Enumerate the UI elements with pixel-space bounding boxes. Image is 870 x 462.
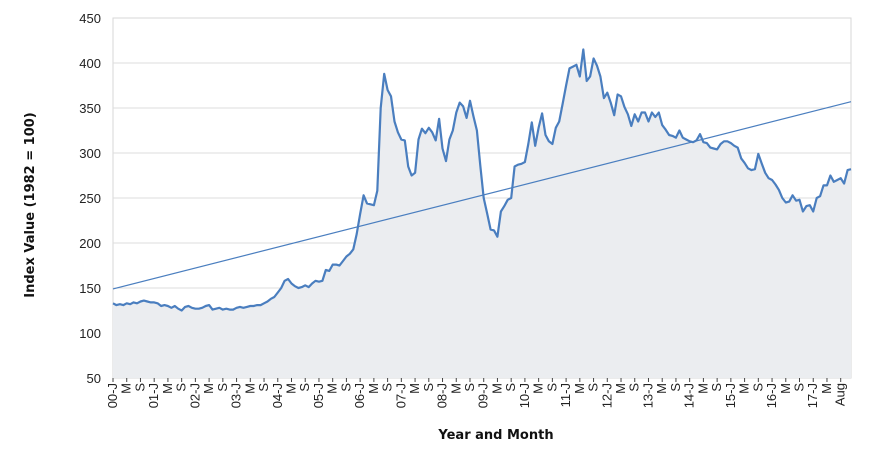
x-tick-label: 04-J — [270, 383, 285, 408]
x-axis: 00-JMS01-JMS02-JMS03-JMS04-JMS05-JMS06-J… — [105, 378, 848, 408]
y-tick-label: 250 — [79, 191, 101, 206]
x-tick-label: 03-J — [229, 383, 244, 408]
x-tick-label: 00-J — [105, 383, 120, 408]
x-tick-label: M — [695, 383, 710, 394]
x-tick-label: S — [215, 383, 230, 392]
x-tick-label: M — [778, 383, 793, 394]
x-tick-label: 16-J — [764, 383, 779, 408]
x-axis-title: Year and Month — [437, 428, 553, 443]
x-tick-label: 06-J — [352, 383, 367, 408]
x-tick-label: 08-J — [435, 383, 450, 408]
x-tick-label: 11-J — [558, 383, 573, 407]
x-tick-label: 05-J — [311, 383, 326, 408]
y-tick-label: 450 — [79, 11, 101, 26]
y-tick-label: 300 — [79, 146, 101, 161]
series-line — [112, 48, 852, 312]
x-tick-label: 07-J — [393, 383, 408, 408]
x-tick-label: 09-J — [476, 383, 491, 408]
x-tick-label: M — [201, 383, 216, 394]
x-tick-label: 12-J — [599, 383, 614, 408]
y-axis-title: Index Value (1982 = 100) — [23, 112, 38, 297]
x-tick-label: S — [421, 383, 436, 392]
y-tick-label: 350 — [79, 101, 101, 116]
x-tick-label: S — [750, 383, 765, 392]
x-tick-label: S — [544, 383, 559, 392]
x-tick-label: S — [709, 383, 724, 392]
x-tick-label: S — [586, 383, 601, 392]
x-tick-label: S — [133, 383, 148, 392]
x-tick-label: S — [256, 383, 271, 392]
x-tick-label: M — [489, 383, 504, 394]
x-tick-label: 15-J — [723, 383, 738, 408]
x-tick-label: M — [284, 383, 299, 394]
x-tick-label: M — [448, 383, 463, 394]
x-tick-label: 13-J — [641, 383, 656, 408]
x-tick-label: 01-J — [146, 383, 161, 408]
x-tick-label: Aug — [833, 383, 848, 406]
x-tick-label: 17-J — [805, 383, 820, 408]
y-axis: 50 100 150 200 250 300 350 400 450 — [79, 11, 101, 386]
trend-line — [112, 101, 852, 290]
x-tick-label: 10-J — [517, 383, 532, 408]
x-tick-label: M — [572, 383, 587, 394]
x-tick-label: M — [737, 383, 752, 394]
x-tick-label: M — [819, 383, 834, 394]
x-tick-label: S — [338, 383, 353, 392]
x-tick-label: S — [627, 383, 642, 392]
x-tick-label: M — [407, 383, 422, 394]
x-tick-label: S — [668, 383, 683, 392]
y-tick-label: 200 — [79, 236, 101, 251]
y-tick-label: 150 — [79, 281, 101, 296]
x-tick-label: S — [174, 383, 189, 392]
x-tick-label: M — [242, 383, 257, 394]
y-tick-label: 50 — [87, 371, 101, 386]
y-tick-label: 400 — [79, 56, 101, 71]
x-tick-label: 02-J — [187, 383, 202, 408]
x-tick-label: S — [462, 383, 477, 392]
x-tick-label: M — [325, 383, 340, 394]
x-tick-label: M — [366, 383, 381, 394]
x-tick-label: M — [654, 383, 669, 394]
x-tick-label: M — [119, 383, 134, 394]
x-tick-label: S — [297, 383, 312, 392]
x-tick-label: M — [531, 383, 546, 394]
x-tick-label: M — [160, 383, 175, 394]
x-tick-label: 14-J — [682, 383, 697, 408]
x-tick-label: S — [380, 383, 395, 392]
x-tick-label: S — [503, 383, 518, 392]
y-tick-label: 100 — [79, 326, 101, 341]
x-tick-label: S — [792, 383, 807, 392]
x-tick-label: M — [613, 383, 628, 394]
